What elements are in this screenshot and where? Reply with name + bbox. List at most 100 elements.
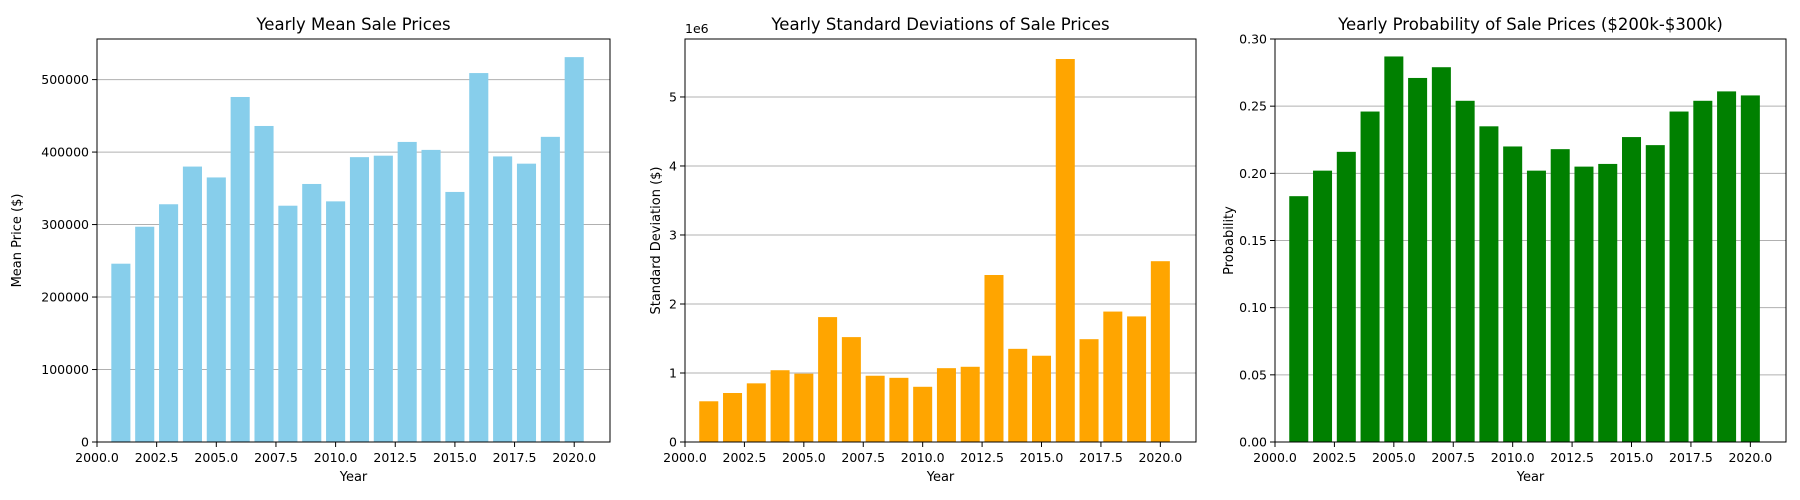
x-tick-label: 2015.0 [1610,450,1654,465]
y-tick-label: 0.05 [1239,367,1267,382]
bar [1598,163,1618,442]
chart-title: Yearly Standard Deviations of Sale Price… [770,15,1109,34]
x-tick-label: 2012.5 [1550,450,1594,465]
y-offset-label: 1e6 [685,21,709,36]
bar [540,136,560,443]
bar [564,57,584,442]
y-tick-label: 0.10 [1239,300,1267,315]
y-tick-label: 5 [669,89,677,104]
bar [723,393,743,442]
y-tick-label: 500000 [41,72,89,87]
bar [1455,100,1475,442]
bar [302,183,322,442]
bar [794,373,814,442]
x-axis-label: Year [926,470,955,485]
axes-frame [96,38,611,443]
bar [746,383,766,442]
y-tick-label: 0.20 [1239,166,1267,181]
chart-title: Yearly Probability of Sale Prices ($200k… [1337,15,1723,34]
bar [770,370,790,442]
x-tick-label: 2010.0 [1491,450,1535,465]
bar [818,317,838,442]
y-axis-label: Standard Deviation ($) [649,166,664,314]
bar [936,368,956,442]
bar [111,263,131,442]
bar [1526,170,1546,442]
axes-frame [684,38,1197,443]
x-tick-label: 2000.0 [75,450,119,465]
x-tick-label: 2010.0 [901,450,945,465]
bar [1289,196,1309,442]
bar [278,205,298,442]
x-tick-label: 2012.5 [373,450,417,465]
x-tick-label: 2007.5 [841,450,885,465]
bar [1503,146,1523,442]
bar [699,401,719,442]
x-axis-label: Year [339,470,368,485]
x-tick-label: 2015.0 [433,450,477,465]
bar [182,166,202,442]
bar [1150,261,1170,442]
x-axis-label: Year [1516,470,1545,485]
x-tick-label: 2005.0 [194,450,238,465]
bar [1079,339,1099,442]
bar [1669,111,1689,442]
x-tick-label: 2012.5 [960,450,1004,465]
y-axis-label: Probability [1222,206,1237,275]
bar [841,337,861,442]
bar [1431,67,1451,443]
bar [1055,59,1075,442]
x-tick-label: 2007.5 [254,450,298,465]
bar [135,226,155,442]
x-tick-label: 2000.0 [1253,450,1297,465]
x-tick-label: 2015.0 [1020,450,1064,465]
bar [1408,77,1428,442]
x-tick-label: 2007.5 [1431,450,1475,465]
bar [889,377,909,442]
bar [1384,56,1404,443]
y-tick-label: 0 [669,435,677,450]
x-tick-label: 2020.0 [1138,450,1182,465]
chart-title: Yearly Mean Sale Prices [255,15,450,34]
y-tick-label: 300000 [41,217,89,232]
bar [1479,126,1499,443]
bar [984,275,1004,442]
bar [1032,355,1052,442]
bar [1717,91,1737,442]
bar [349,157,370,442]
bar [206,177,226,442]
bar [254,125,274,442]
bar [960,366,980,442]
x-tick-label: 2005.0 [782,450,826,465]
bar [865,375,885,442]
bar [445,191,465,442]
x-tick-label: 2005.0 [1372,450,1416,465]
y-tick-label: 1 [669,365,677,380]
bar [1103,311,1123,442]
x-tick-label: 2020.0 [1728,450,1772,465]
x-tick-label: 2017.5 [493,450,537,465]
bar [421,149,441,443]
y-tick-label: 3 [669,227,677,242]
y-tick-label: 0.00 [1239,435,1267,450]
bar [1622,137,1642,442]
y-axis-label: Mean Price ($) [10,194,25,288]
bar [1740,95,1760,443]
x-tick-label: 2020.0 [552,450,596,465]
x-tick-label: 2017.5 [1669,450,1713,465]
x-tick-label: 2000.0 [663,450,707,465]
bar [1127,316,1147,442]
bar [1313,170,1333,442]
bar [1360,111,1380,442]
bar [1550,149,1570,443]
std-dev-chart: 2000.0 2002.5 2005.0 2007.5 2010.0 2012.5 2015… [649,15,1197,485]
x-tick-label: 2010.0 [314,450,358,465]
bar [373,155,393,442]
bar [230,96,250,443]
x-tick-label: 2002.5 [135,450,179,465]
bar [493,156,513,442]
bar [1574,166,1594,442]
bar [469,73,489,443]
bar [516,163,537,442]
